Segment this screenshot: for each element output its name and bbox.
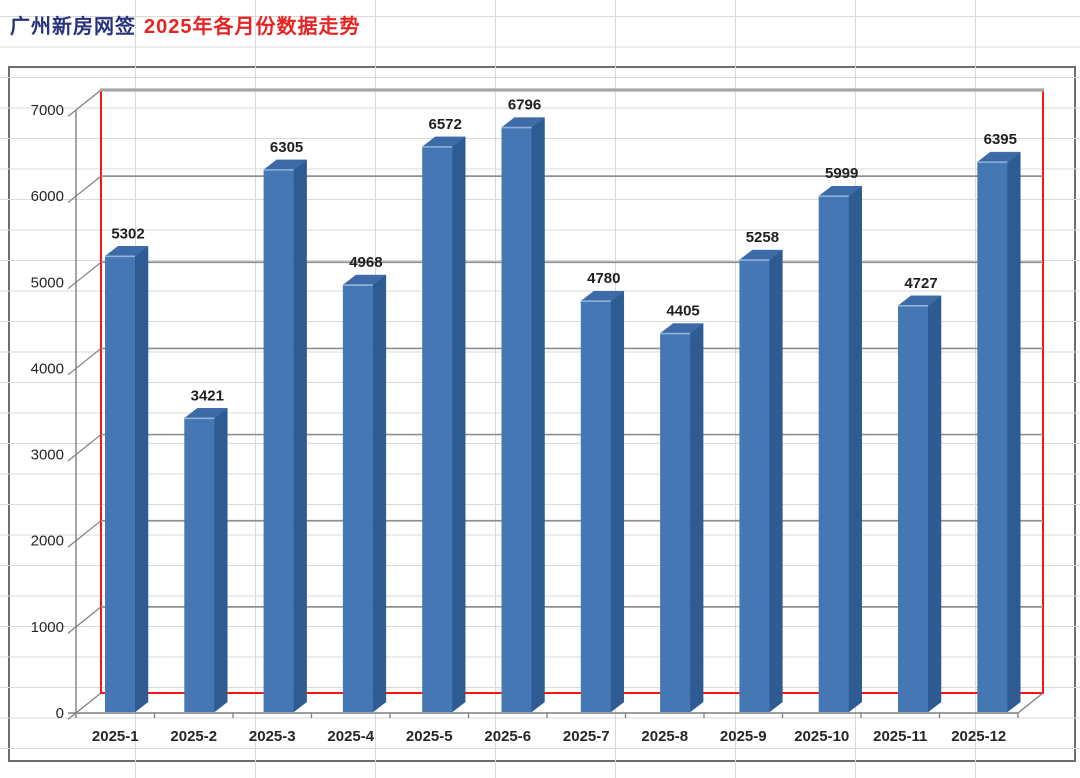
chart-title: 广州新房网签 2025年各月份数据走势: [10, 10, 361, 39]
x-category-label: 2025-6: [484, 728, 531, 745]
bar-front-face: [105, 256, 135, 712]
bar-value-label: 3421: [191, 387, 224, 404]
bar-value-label: 5258: [746, 229, 779, 246]
ytick-connector: [67, 89, 102, 117]
y-tick-label: 7000: [31, 102, 64, 119]
floor-right-diagonal: [1017, 692, 1044, 714]
y-tick-label: 2000: [31, 533, 64, 550]
bar-side-face: [134, 245, 149, 713]
y-axis-labels: 0 1000 2000 3000 4000 5000 6000 7000: [31, 102, 64, 722]
bar-front-face: [263, 169, 294, 713]
bar-side-face: [531, 117, 545, 713]
ytick-connector: [67, 175, 102, 204]
major-gridlines: [100, 88, 1044, 608]
bar-2025-5[interactable]: [421, 136, 466, 713]
bar-side-face: [1007, 151, 1021, 713]
bar-2025-12[interactable]: [976, 151, 1022, 713]
bar-side-face: [927, 295, 942, 713]
y-tick-label: 6000: [31, 188, 64, 205]
ytick-connector: [67, 434, 102, 462]
bar-2025-6[interactable]: [500, 117, 546, 713]
x-category-label: 2025-7: [563, 728, 610, 745]
ytick-connector: [67, 261, 102, 290]
x-category-label: 2025-9: [720, 728, 767, 745]
bar-value-label: 5999: [825, 165, 858, 182]
bar-front-face: [342, 285, 373, 712]
ytick-connector: [67, 606, 102, 634]
bar-side-face: [689, 323, 704, 713]
x-category-label: 2025-4: [327, 728, 374, 745]
bar-front-face: [422, 146, 453, 712]
y-tick-label: 1000: [31, 619, 64, 636]
y-tick-label: 3000: [31, 447, 64, 464]
bar-2025-9[interactable]: [738, 249, 784, 713]
y-tick-label: 4000: [31, 360, 64, 377]
bar-side-face: [293, 159, 307, 713]
bar-value-label: 6305: [270, 139, 303, 156]
x-category-label: 2025-3: [249, 728, 296, 745]
bar-value-label: 4727: [904, 275, 937, 292]
x-category-label: 2025-8: [641, 728, 688, 745]
bar-side-face: [848, 185, 862, 713]
bar-value-label: 6796: [508, 97, 541, 114]
bar-value-label: 4968: [349, 254, 382, 271]
x-category-label: 2025-1: [92, 728, 139, 745]
bar-value-label: 6572: [429, 116, 462, 133]
bar-side-face: [610, 290, 625, 713]
bar-front-face: [660, 333, 691, 712]
bar-2025-10[interactable]: [817, 185, 863, 713]
bar-front-face: [580, 301, 611, 712]
bar-2025-1[interactable]: [104, 245, 149, 713]
x-category-label: 2025-12: [951, 728, 1006, 745]
x-category-label: 2025-10: [794, 728, 849, 745]
bar-side-face: [372, 274, 387, 713]
y-tick-label: 0: [56, 705, 64, 722]
x-category-label: 2025-2: [170, 728, 217, 745]
ytick-connector: [67, 692, 102, 720]
bar-side-face: [769, 249, 783, 713]
ytick-connector: [67, 347, 102, 376]
bar-front-face: [501, 127, 532, 713]
x-category-label: 2025-5: [406, 728, 453, 745]
bar-2025-4[interactable]: [342, 274, 387, 713]
y-tick-label: 5000: [31, 274, 64, 291]
bar-front-face: [977, 162, 1008, 712]
bar-value-label: 6395: [984, 131, 1017, 148]
bar-front-face: [818, 196, 849, 712]
bar-2025-11[interactable]: [897, 295, 942, 713]
bar-side-face: [451, 136, 466, 713]
bar-side-face: [214, 407, 228, 713]
bar-front-face: [739, 260, 770, 712]
bar-2025-7[interactable]: [580, 290, 625, 713]
bar-2025-3[interactable]: [262, 159, 308, 713]
chart-object-frame[interactable]: [8, 66, 1076, 762]
bar-2025-8[interactable]: [659, 323, 704, 713]
x-axis-labels: 2025-1 2025-2 2025-3 2025-4 2025-5 2025-6 2025…: [92, 728, 1006, 745]
axes: [68, 110, 1044, 718]
bar-value-label: 5302: [111, 225, 144, 242]
bars: 5302 3421 6305 4968 6572 6796 4780 4405 5258 5999…: [104, 97, 1022, 713]
ytick-connector: [67, 520, 102, 548]
bar-2025-2[interactable]: [183, 407, 229, 713]
bar-value-label: 4405: [666, 303, 699, 320]
bar-front-face: [898, 305, 928, 712]
chart-title-secondary: 2025年各月份数据走势: [144, 16, 361, 38]
x-category-label: 2025-11: [873, 728, 927, 745]
chart-title-primary: 广州新房网签: [10, 16, 136, 38]
bar-value-label: 4780: [587, 270, 620, 287]
bar-front-face: [184, 418, 215, 712]
ytick-connectors: [67, 89, 102, 720]
